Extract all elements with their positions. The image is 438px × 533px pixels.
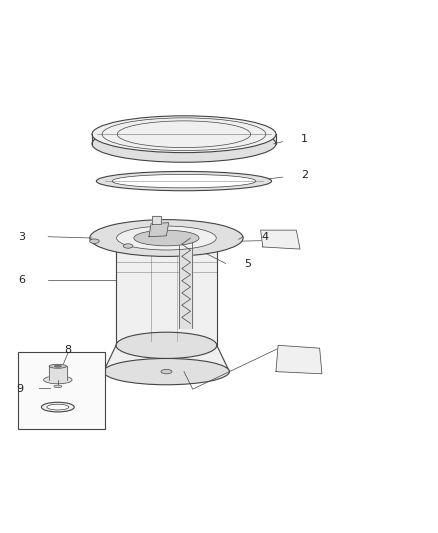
Bar	[18, 352, 105, 429]
Ellipse shape	[161, 369, 172, 374]
Text: 8: 8	[64, 345, 71, 355]
Polygon shape	[152, 216, 161, 223]
Ellipse shape	[47, 404, 69, 410]
Text: 1: 1	[301, 134, 308, 144]
Ellipse shape	[92, 116, 276, 152]
Polygon shape	[116, 238, 217, 345]
Ellipse shape	[44, 376, 72, 384]
Ellipse shape	[41, 402, 74, 412]
Polygon shape	[103, 345, 230, 372]
Ellipse shape	[90, 220, 243, 256]
Polygon shape	[92, 134, 276, 144]
Polygon shape	[179, 233, 192, 328]
Ellipse shape	[112, 174, 256, 188]
Text: 3: 3	[18, 232, 25, 242]
Ellipse shape	[103, 359, 230, 385]
Ellipse shape	[134, 230, 199, 246]
Ellipse shape	[54, 385, 62, 387]
Text: 9: 9	[16, 384, 23, 394]
Ellipse shape	[54, 366, 61, 367]
Polygon shape	[49, 366, 67, 380]
Text: 5: 5	[244, 260, 251, 269]
Polygon shape	[261, 230, 300, 249]
Ellipse shape	[96, 172, 272, 191]
Text: 6: 6	[18, 274, 25, 285]
Polygon shape	[149, 223, 169, 237]
Text: 2: 2	[301, 171, 308, 180]
Ellipse shape	[90, 239, 99, 244]
Ellipse shape	[124, 244, 133, 248]
Polygon shape	[276, 345, 322, 374]
Ellipse shape	[117, 226, 216, 250]
Ellipse shape	[116, 225, 217, 251]
Ellipse shape	[116, 332, 217, 359]
Ellipse shape	[49, 364, 67, 368]
Text: 4: 4	[261, 232, 268, 242]
Ellipse shape	[92, 125, 276, 162]
